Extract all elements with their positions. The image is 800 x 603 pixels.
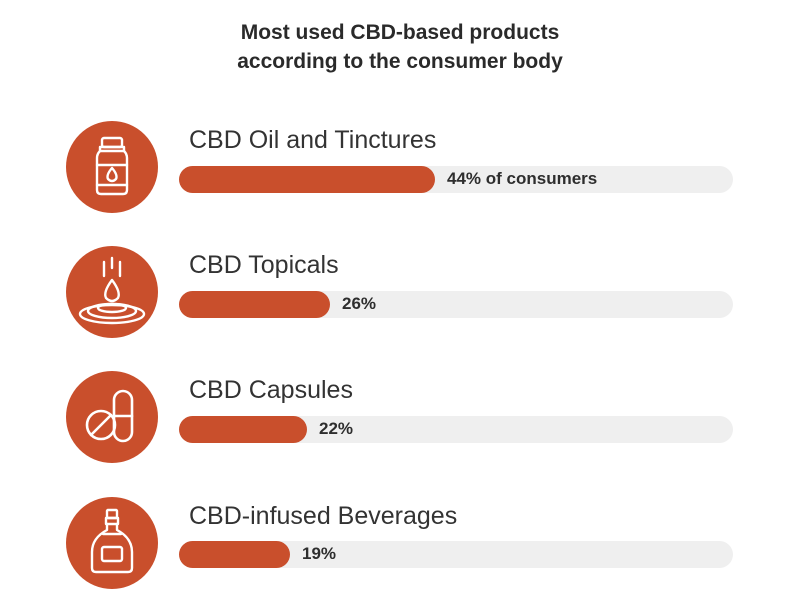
bar-fill [179, 541, 290, 568]
pills-icon [66, 371, 158, 463]
bar-label: CBD Oil and Tinctures [189, 126, 437, 154]
bar-value-label: 26% [342, 294, 377, 313]
bar-fill [179, 166, 435, 193]
bar-track: 44% of consumers [179, 166, 733, 193]
drop-ripple-icon [66, 246, 158, 338]
bar-value-label: 44% of consumers [447, 169, 598, 188]
bar-row: CBD-infused Beverages 19% [0, 494, 800, 594]
chart-title-line-1: Most used CBD-based products [240, 21, 560, 44]
chart-title-line-2: according to the consumer body [237, 50, 563, 73]
bottle-icon [66, 497, 158, 589]
bar-label: CBD Capsules [189, 376, 353, 404]
bar-row: CBD Capsules 22% [0, 368, 800, 468]
bar-row: CBD Topicals 26% [0, 243, 800, 343]
bar-value-label: 22% [319, 419, 354, 438]
bar-label: CBD Topicals [189, 251, 339, 279]
bar-label: CBD-infused Beverages [189, 502, 458, 530]
bar-row: CBD Oil and Tinctures 44% of consumers [0, 118, 800, 218]
bar-fill [179, 291, 330, 318]
bar-track: 26% [179, 291, 733, 318]
bar-track: 22% [179, 416, 733, 443]
bar-fill [179, 416, 307, 443]
bar-track: 19% [179, 541, 733, 568]
bar-value-label: 19% [302, 544, 337, 563]
dropper-bottle-icon [66, 121, 158, 213]
chart-title: Most used CBD-based products according t… [0, 18, 800, 76]
